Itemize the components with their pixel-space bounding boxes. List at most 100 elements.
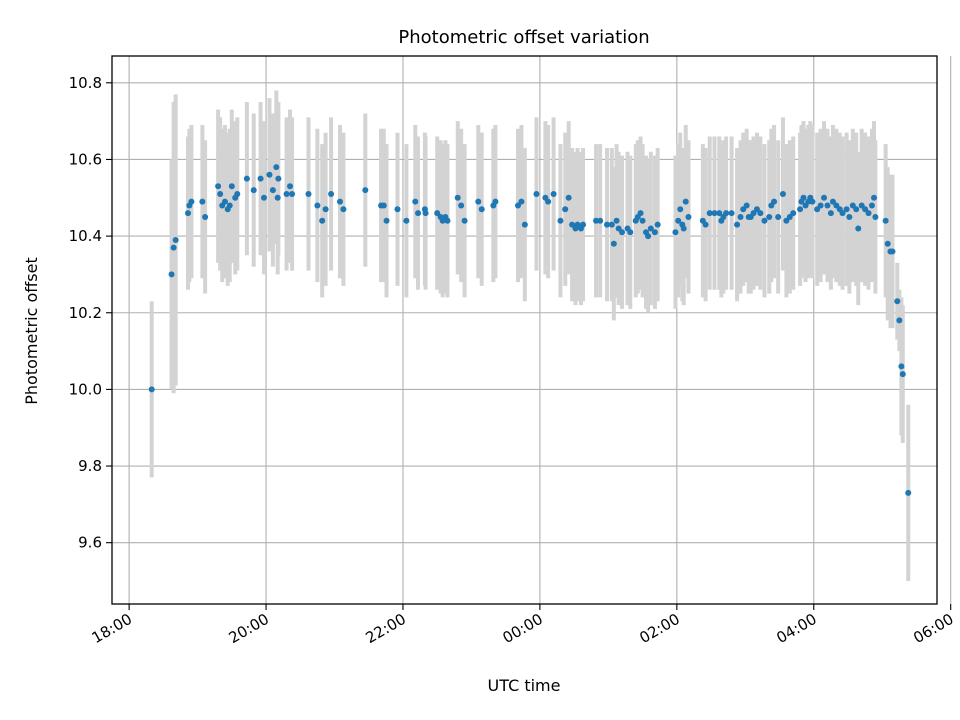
- data-point: [383, 217, 390, 224]
- data-point: [215, 183, 222, 190]
- data-point: [184, 210, 191, 217]
- data-point: [610, 240, 617, 247]
- data-point: [319, 217, 326, 224]
- data-point: [783, 217, 790, 224]
- data-point: [827, 210, 834, 217]
- data-point: [362, 187, 369, 194]
- data-point: [202, 213, 209, 220]
- data-point: [800, 194, 807, 201]
- data-point: [711, 210, 718, 217]
- data-point: [871, 194, 878, 201]
- data-point: [170, 244, 177, 251]
- data-point: [569, 221, 576, 228]
- data-point: [680, 225, 687, 232]
- data-point: [685, 213, 692, 220]
- y-tick-label: 10.6: [69, 150, 102, 168]
- data-point: [821, 194, 828, 201]
- data-point: [545, 198, 552, 205]
- data-point: [672, 229, 679, 236]
- x-tick-label: 02:00: [636, 610, 682, 647]
- data-point: [872, 213, 879, 220]
- x-tick-label: 00:00: [499, 610, 545, 647]
- data-point: [266, 171, 273, 178]
- data-point: [415, 210, 422, 217]
- data-point: [898, 363, 905, 370]
- data-point: [865, 210, 872, 217]
- data-point: [458, 202, 465, 209]
- data-point: [172, 236, 179, 243]
- data-point: [461, 217, 468, 224]
- data-point: [743, 202, 750, 209]
- data-point: [562, 206, 569, 213]
- data-point: [478, 206, 485, 213]
- data-point: [444, 217, 451, 224]
- data-point: [260, 194, 267, 201]
- chart-title: Photometric offset variation: [398, 27, 649, 48]
- data-point: [521, 221, 528, 228]
- data-point: [336, 198, 343, 205]
- y-tick-label: 10.4: [69, 227, 102, 245]
- data-point: [740, 206, 747, 213]
- data-point: [613, 217, 620, 224]
- y-tick-label: 9.8: [78, 457, 102, 475]
- data-point: [454, 194, 461, 201]
- data-point: [394, 206, 401, 213]
- data-point: [682, 198, 689, 205]
- data-point: [651, 229, 658, 236]
- data-point: [853, 206, 860, 213]
- data-points: [148, 164, 912, 496]
- data-point: [824, 202, 831, 209]
- data-point: [766, 213, 773, 220]
- data-point: [593, 217, 600, 224]
- x-tick-label: 06:00: [910, 610, 956, 647]
- data-point: [580, 221, 587, 228]
- data-point: [905, 489, 912, 496]
- data-point: [809, 198, 816, 205]
- x-tick-label: 18:00: [89, 610, 135, 647]
- data-point: [273, 164, 280, 171]
- data-point: [843, 206, 850, 213]
- data-point: [786, 213, 793, 220]
- data-point: [243, 175, 250, 182]
- data-point: [647, 225, 654, 232]
- data-point: [574, 221, 581, 228]
- data-point: [340, 206, 347, 213]
- data-point: [608, 221, 615, 228]
- y-axis-label: Photometric offset: [22, 257, 41, 405]
- y-tick-label: 10.0: [69, 380, 102, 398]
- data-point: [868, 202, 875, 209]
- data-point: [168, 271, 175, 278]
- data-point: [675, 217, 682, 224]
- data-point: [228, 183, 235, 190]
- data-point: [862, 206, 869, 213]
- data-point: [518, 198, 525, 205]
- data-point: [403, 217, 410, 224]
- data-point: [434, 210, 441, 217]
- y-tick-label: 10.2: [69, 304, 102, 322]
- data-point: [328, 190, 335, 197]
- data-point: [199, 198, 206, 205]
- data-point: [817, 202, 824, 209]
- x-tick-label: 22:00: [363, 610, 409, 647]
- data-point: [858, 202, 865, 209]
- data-point: [514, 202, 521, 209]
- x-tick-label: 04:00: [773, 610, 819, 647]
- data-point: [148, 386, 155, 393]
- error-bars: [149, 90, 911, 582]
- data-point: [234, 190, 241, 197]
- data-point: [257, 175, 264, 182]
- data-point: [533, 190, 540, 197]
- data-point: [380, 202, 387, 209]
- data-point: [894, 298, 901, 305]
- data-point: [737, 213, 744, 220]
- data-point: [775, 213, 782, 220]
- data-point: [734, 221, 741, 228]
- data-point: [283, 190, 290, 197]
- data-point: [833, 202, 840, 209]
- data-point: [790, 210, 797, 217]
- data-point: [314, 202, 321, 209]
- data-point: [627, 229, 634, 236]
- data-point: [188, 198, 195, 205]
- x-tick-label: 20:00: [226, 610, 272, 647]
- data-point: [761, 217, 768, 224]
